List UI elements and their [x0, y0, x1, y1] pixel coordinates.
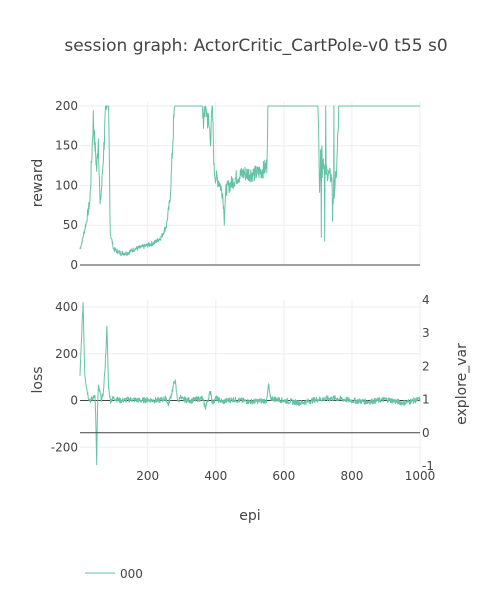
right-tick-label: 2: [422, 359, 430, 373]
x-tick-label: 200: [136, 469, 159, 483]
explore-var-axis-title: explore_var: [454, 343, 470, 425]
chart-title: session graph: ActorCritic_CartPole-v0 t…: [64, 36, 447, 56]
y-tick-label: 0: [70, 258, 78, 272]
loss-axis-title: loss: [30, 366, 46, 393]
y-tick-label: 150: [55, 139, 78, 153]
x-tick-label: 1000: [405, 469, 436, 483]
y-tick-label: 0: [70, 394, 78, 408]
right-tick-label: 4: [422, 293, 430, 307]
right-tick-label: -1: [422, 459, 434, 473]
y-tick-label: 50: [63, 218, 78, 232]
right-tick-label: 1: [422, 393, 430, 407]
y-tick-label: 100: [55, 178, 78, 192]
loss-panel: -200 0 200 400: [51, 300, 421, 466]
reward-axis-title: reward: [30, 159, 46, 208]
reward-line: [79, 105, 421, 256]
legend-label: 000: [120, 567, 143, 581]
right-axis: -1 0 1 2 3 4: [80, 293, 434, 473]
reward-panel: 0 50 100 150 200: [55, 99, 421, 272]
x-tick-label: 800: [340, 469, 363, 483]
y-tick-label: -200: [51, 440, 78, 454]
y-tick-label: 400: [55, 300, 78, 314]
legend[interactable]: 000: [85, 567, 143, 581]
loss-line: [79, 302, 421, 466]
y-tick-label: 200: [55, 99, 78, 113]
x-tick-label: 400: [204, 469, 227, 483]
right-tick-label: 3: [422, 326, 430, 340]
y-tick-label: 200: [55, 347, 78, 361]
x-tick-label: 600: [272, 469, 295, 483]
x-axis-title: epi: [239, 508, 260, 524]
right-tick-label: 0: [422, 426, 430, 440]
x-axis: 200 400 600 800 1000: [136, 469, 435, 483]
